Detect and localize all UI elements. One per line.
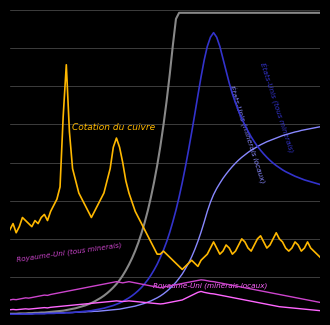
Text: Cotation du cuivre: Cotation du cuivre (72, 123, 155, 132)
Text: Royaume-Uni (tous minerais): Royaume-Uni (tous minerais) (16, 242, 122, 263)
Text: États-Unis (minerais locaux): États-Unis (minerais locaux) (227, 84, 266, 184)
Text: Royaume-Uni (minerais locaux): Royaume-Uni (minerais locaux) (152, 283, 267, 289)
Text: États-Unis (tous minerais): États-Unis (tous minerais) (258, 61, 295, 153)
